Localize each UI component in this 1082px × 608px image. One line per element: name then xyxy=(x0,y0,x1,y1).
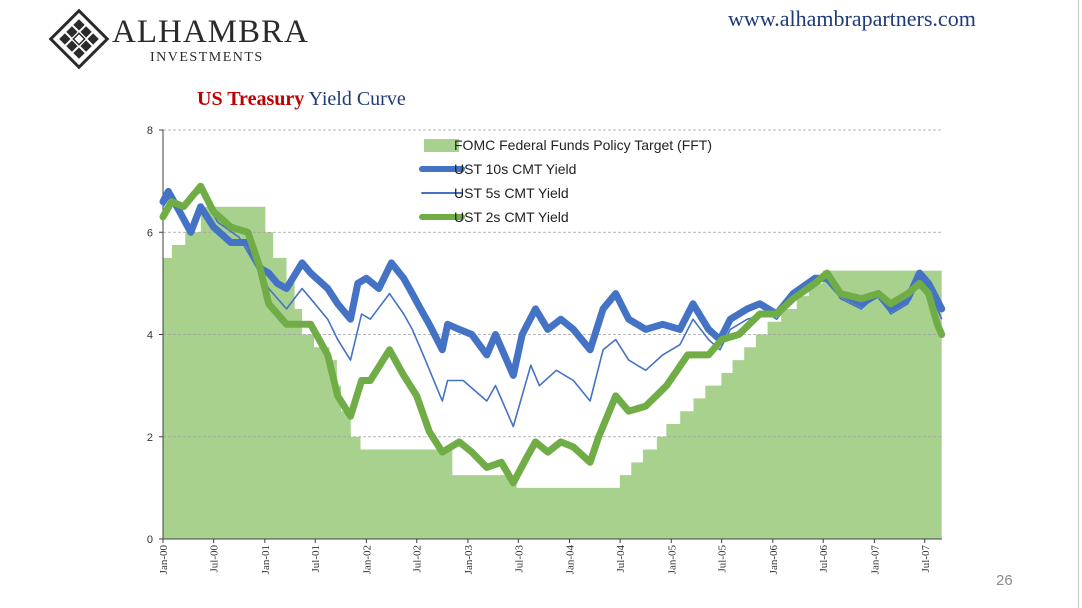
legend-label: UST 5s CMT Yield xyxy=(454,185,569,201)
x-tick-label: Jul-03 xyxy=(513,545,525,573)
legend-swatch xyxy=(424,139,459,152)
x-tick-label: Jul-07 xyxy=(920,545,932,573)
y-tick-label: 0 xyxy=(147,534,153,546)
x-tick-label: Jan-03 xyxy=(463,545,475,575)
slide-right-border xyxy=(1078,0,1079,608)
x-tick-label: Jul-05 xyxy=(717,545,729,573)
website-link[interactable]: www.alhambrapartners.com xyxy=(728,6,976,31)
logo-name: ALHAMBRA xyxy=(112,14,309,50)
legend-label: UST 2s CMT Yield xyxy=(454,209,569,225)
chart-title-part2: Yield Curve xyxy=(308,88,406,110)
x-tick-label: Jul-00 xyxy=(209,545,221,573)
x-tick-label: Jan-01 xyxy=(260,545,272,574)
x-tick-label: Jul-04 xyxy=(615,545,627,573)
x-tick-label: Jan-07 xyxy=(869,545,881,575)
x-tick-label: Jan-02 xyxy=(361,545,373,574)
x-tick-label: Jul-06 xyxy=(818,545,830,573)
diamond-logo-icon xyxy=(48,8,110,70)
series-fft-area xyxy=(163,206,942,539)
y-tick-label: 8 xyxy=(147,125,153,137)
x-tick-label: Jan-05 xyxy=(666,545,678,575)
y-tick-label: 2 xyxy=(147,432,153,444)
x-tick-label: Jan-06 xyxy=(768,545,780,575)
alhambra-logo xyxy=(48,8,328,70)
legend-label: FOMC Federal Funds Policy Target (FFT) xyxy=(454,137,712,153)
x-tick-label: Jan-00 xyxy=(158,545,170,575)
x-tick-label: Jul-02 xyxy=(412,545,424,573)
chart-title: US Treasury Yield Curve xyxy=(197,88,406,111)
x-tick-label: Jan-04 xyxy=(564,545,576,575)
legend-label: UST 10s CMT Yield xyxy=(454,161,576,177)
y-tick-label: 4 xyxy=(147,330,153,342)
page-number: 26 xyxy=(996,572,1013,589)
chart-title-part1: US Treasury xyxy=(197,88,305,110)
series-ust2-line xyxy=(159,182,946,487)
x-tick-label: Jul-01 xyxy=(310,545,322,573)
logo-subtitle: INVESTMENTS xyxy=(150,50,264,65)
y-tick-label: 6 xyxy=(147,227,153,239)
